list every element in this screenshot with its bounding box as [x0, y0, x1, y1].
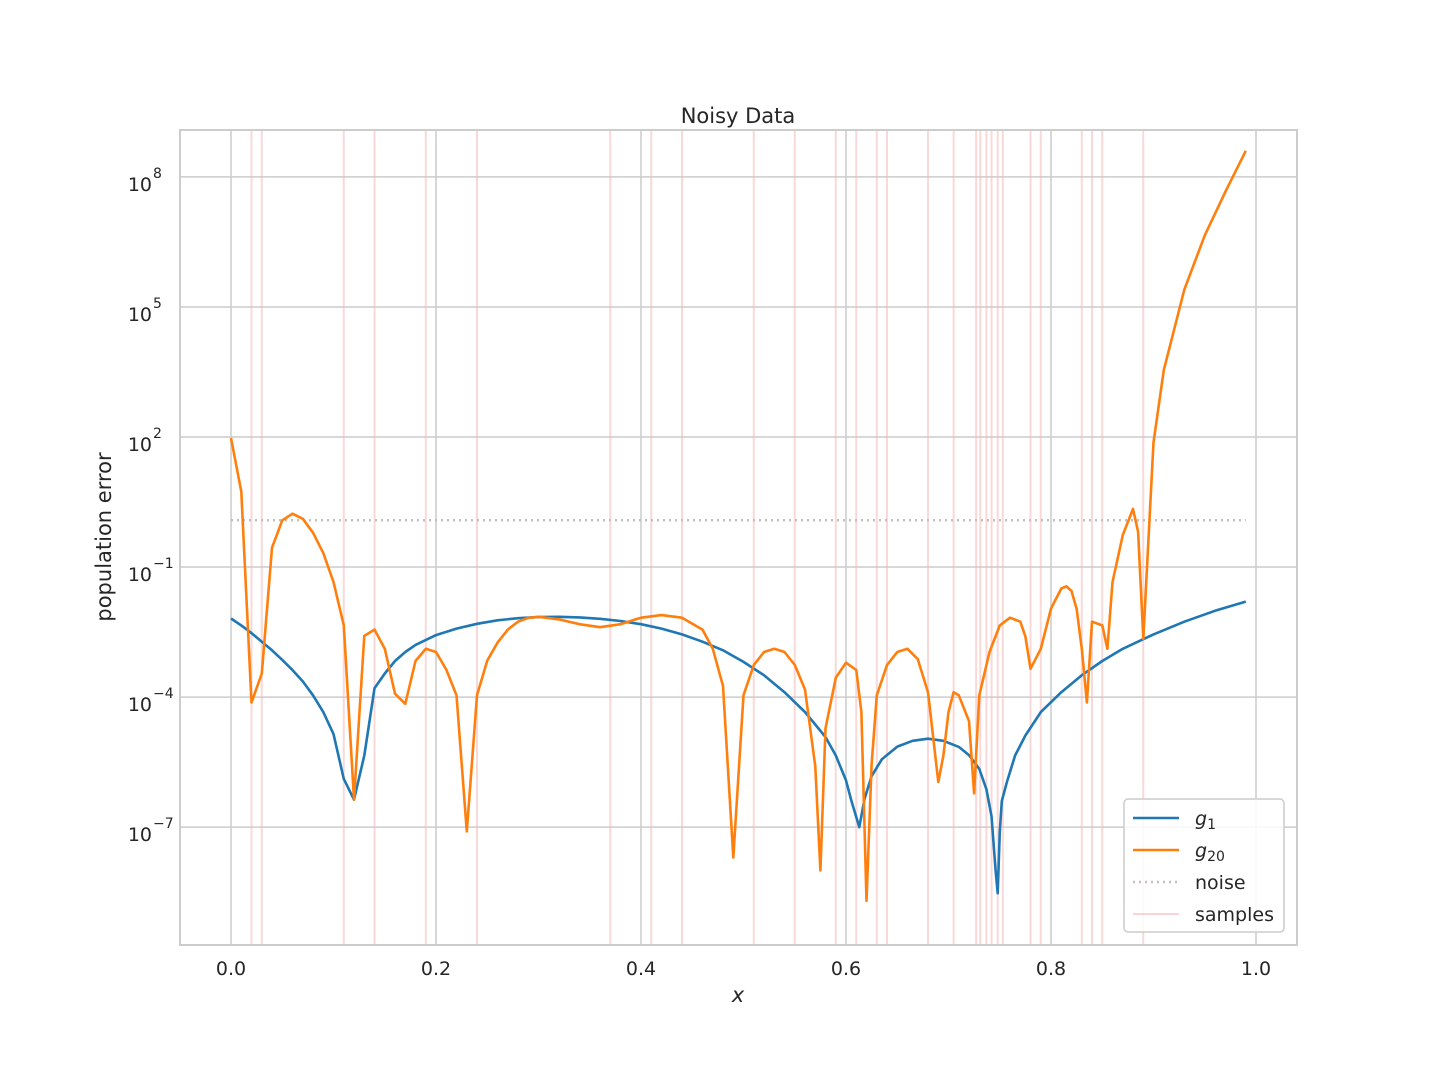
y-tick-exponent: 8 — [153, 166, 162, 182]
y-axis-label: population error — [92, 452, 116, 622]
chart-title: Noisy Data — [681, 104, 796, 128]
y-tick-label: 10 5 — [128, 296, 162, 326]
y-tick-base: 10 — [128, 174, 152, 196]
y-tick-label: 10 −4 — [128, 686, 174, 716]
x-tick-label: 0.6 — [831, 958, 861, 980]
y-tick-label: 10 −1 — [128, 556, 174, 586]
y-tick-label: 10 2 — [128, 426, 162, 456]
x-tick-label: 0.8 — [1036, 958, 1066, 980]
y-tick-base: 10 — [128, 564, 152, 586]
y-tick-base: 10 — [128, 434, 152, 456]
y-tick-label: 10 8 — [128, 166, 162, 196]
series-lines — [229, 150, 1247, 903]
legend-label: samples — [1195, 904, 1274, 926]
legend-item-samples: samples — [1133, 904, 1274, 926]
legend-box — [1123, 798, 1285, 933]
legend-item-g1: g1 — [1133, 808, 1216, 833]
legend-label: noise — [1195, 872, 1246, 894]
series-g20-line — [229, 150, 1247, 903]
y-tick-base: 10 — [128, 824, 152, 846]
y-tick-base: 10 — [128, 694, 152, 716]
series-g1-line — [230, 600, 1247, 895]
y-tick-exponent: −4 — [153, 686, 174, 702]
x-tick-label: 0.0 — [216, 958, 246, 980]
legend-label: g1 — [1195, 808, 1216, 833]
x-tick-label: 0.4 — [626, 958, 656, 980]
y-tick-exponent: 5 — [153, 296, 162, 312]
y-tick-label: 10 −7 — [128, 816, 174, 846]
y-tick-base: 10 — [128, 304, 152, 326]
x-axis-label: x — [731, 983, 745, 1007]
x-tick-label: 0.2 — [421, 958, 451, 980]
y-tick-exponent: −1 — [153, 556, 174, 572]
sample-lines — [250, 130, 1145, 945]
legend: g1 g20 noise samples — [1123, 798, 1285, 933]
legend-label: g20 — [1195, 840, 1225, 865]
legend-item-noise: noise — [1133, 872, 1246, 894]
x-tick-labels: 0.0 0.2 0.4 0.6 0.8 1.0 — [216, 958, 1271, 980]
y-tick-exponent: −7 — [153, 816, 174, 832]
grid-lines — [180, 130, 1297, 945]
y-tick-exponent: 2 — [153, 426, 162, 442]
plot-frame — [179, 129, 1298, 946]
x-tick-label: 1.0 — [1241, 958, 1271, 980]
legend-item-g20: g20 — [1133, 840, 1225, 865]
